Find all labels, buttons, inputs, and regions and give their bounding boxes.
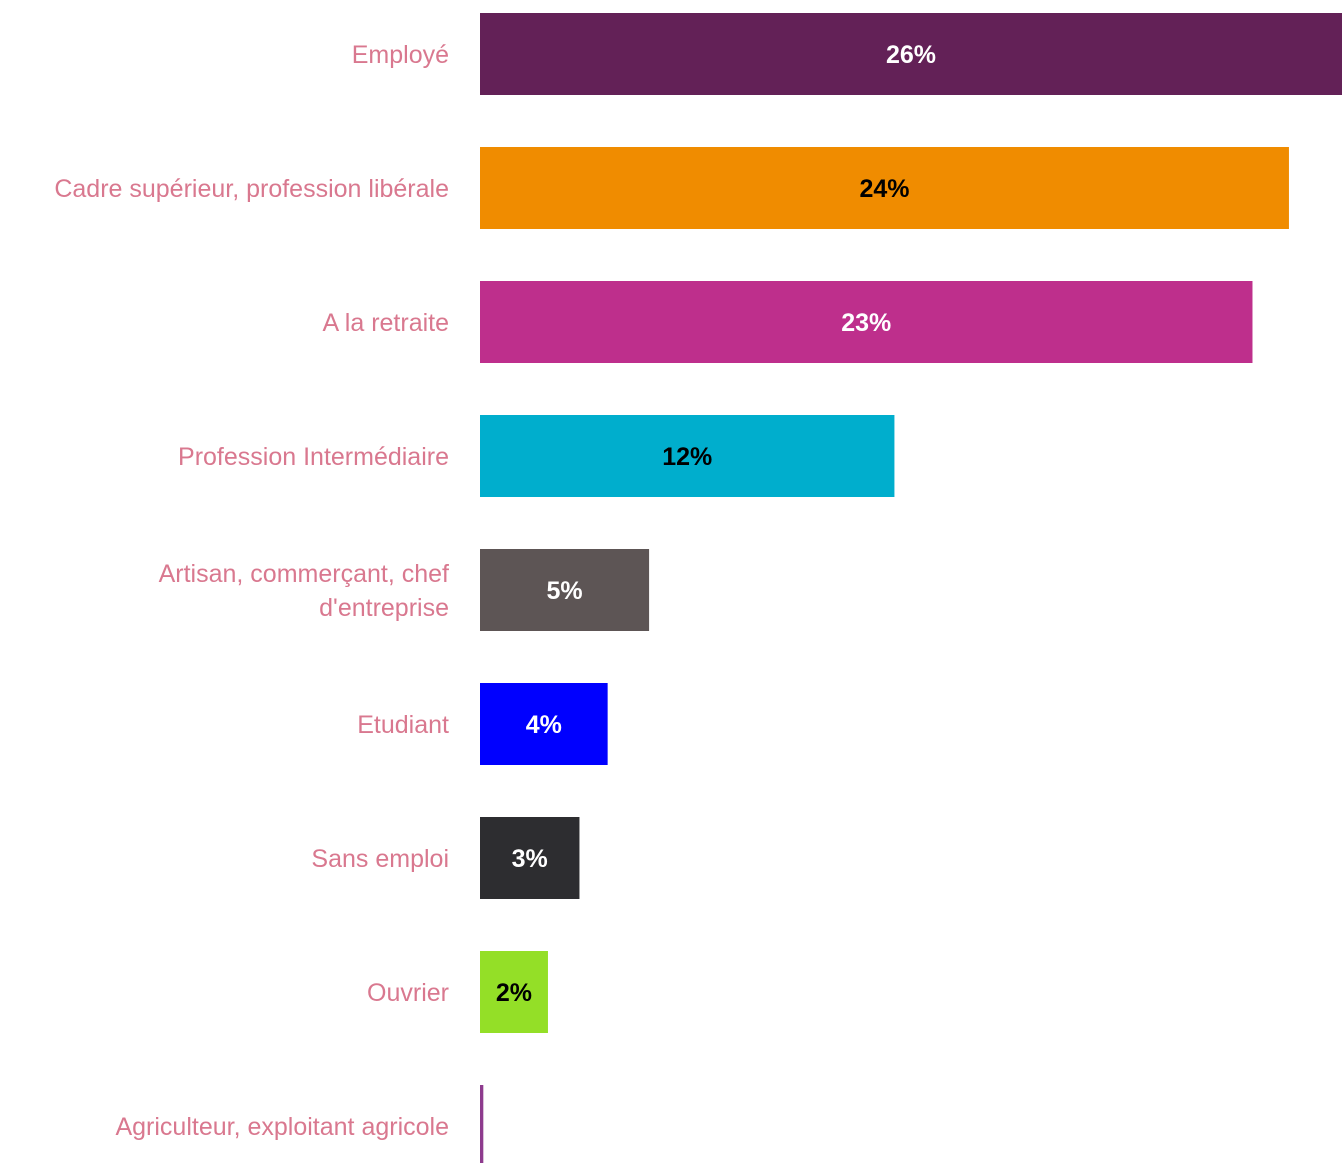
bar bbox=[480, 817, 580, 899]
bar bbox=[480, 1085, 484, 1163]
value-label: 24% bbox=[859, 175, 909, 203]
bars-layer bbox=[480, 13, 1342, 1163]
category-label: Employé bbox=[352, 41, 449, 69]
category-label: Cadre supérieur, profession libérale bbox=[54, 175, 449, 203]
category-label: Artisan, commerçant, chef d'entreprise bbox=[159, 560, 449, 622]
category-label: Sans emploi bbox=[311, 845, 449, 873]
category-label: Agriculteur, exploitant agricole bbox=[115, 1113, 449, 1141]
bar bbox=[480, 147, 1289, 229]
category-label: A la retraite bbox=[323, 309, 449, 337]
bar bbox=[480, 549, 650, 631]
category-labels-layer: Employé Cadre supérieur, profession libér… bbox=[54, 41, 449, 1141]
value-label: 2% bbox=[496, 979, 532, 1007]
value-label: 3% bbox=[512, 845, 548, 873]
value-label: 26% bbox=[886, 41, 936, 69]
bar bbox=[480, 415, 895, 497]
category-label: Etudiant bbox=[357, 711, 449, 739]
value-label: 4% bbox=[526, 711, 562, 739]
value-label: 23% bbox=[841, 309, 891, 337]
value-labels-layer: 26% 24% 23% 12% 5% 4% 3% 2% bbox=[496, 41, 936, 1007]
value-label: 12% bbox=[662, 443, 712, 471]
value-label: 5% bbox=[546, 577, 582, 605]
bar bbox=[480, 683, 608, 765]
category-label: Profession Intermédiaire bbox=[178, 443, 449, 471]
bar bbox=[480, 281, 1253, 363]
bar bbox=[480, 13, 1342, 95]
bar bbox=[480, 951, 548, 1033]
category-label: Ouvrier bbox=[367, 979, 449, 1007]
